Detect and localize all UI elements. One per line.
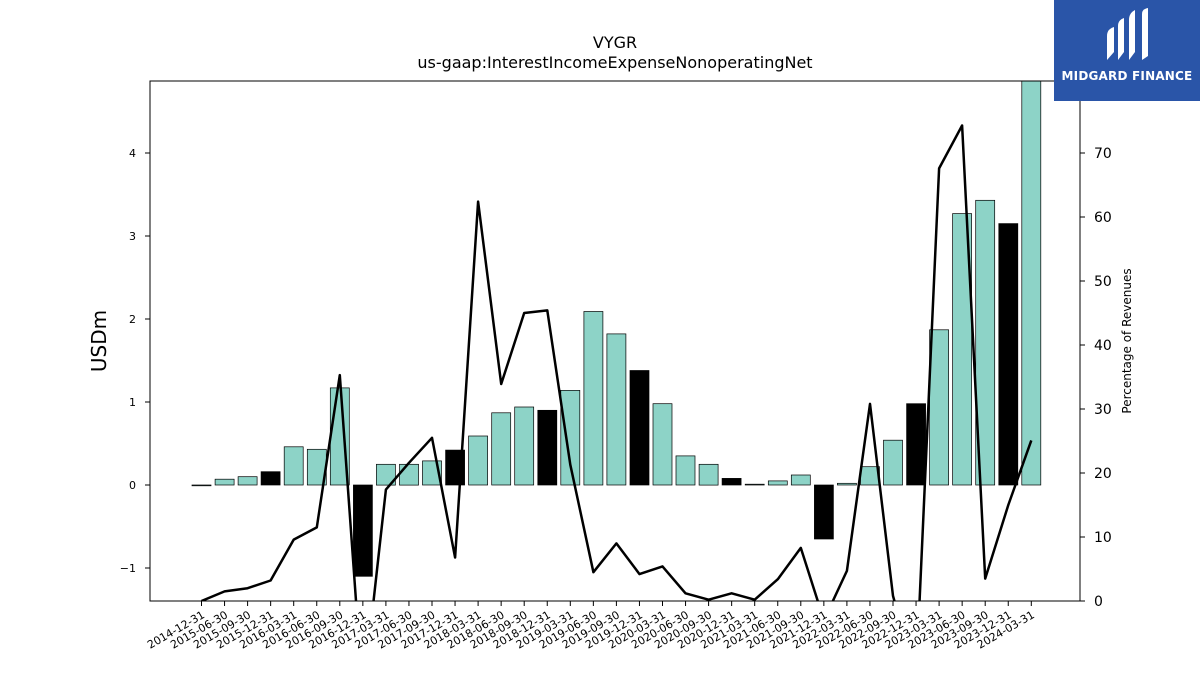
bar-2017-03-31 — [376, 463, 396, 486]
bar-2016-12-31 — [353, 484, 373, 577]
bar-2018-12-31 — [537, 409, 558, 486]
bar-2020-06-30 — [675, 455, 696, 486]
y2-tick-label: 60 — [1094, 210, 1112, 226]
y-tick-label: 2 — [129, 313, 136, 326]
y-tick-label: 0 — [129, 479, 136, 492]
bar-2020-03-31 — [652, 403, 673, 486]
y-axis-left: −1 0 1 2 3 4 — [120, 147, 150, 575]
y2-tick-label: 40 — [1094, 338, 1112, 354]
bar-2015-06-30 — [214, 478, 235, 486]
bar-2018-06-30 — [491, 412, 512, 486]
chart-subtitle: us-gaap:InterestIncomeExpenseNonoperatin… — [417, 53, 812, 72]
bar-2019-09-30 — [606, 333, 627, 486]
bar-2015-09-30 — [237, 476, 258, 486]
bar-2024-03-31 — [1021, 81, 1042, 486]
bar-2017-06-30 — [399, 463, 419, 486]
bar-2016-03-31 — [283, 446, 304, 486]
brand-name: MIDGARD FINANCE — [1061, 69, 1193, 83]
y-axis-right: 0 10 20 30 40 50 60 70 — [1080, 146, 1112, 610]
y-tick-label: 1 — [129, 396, 136, 409]
y2-tick-label: 0 — [1094, 594, 1103, 610]
bar-2021-03-31 — [744, 483, 765, 486]
bar-2019-12-31 — [629, 370, 650, 486]
y2-tick-label: 30 — [1094, 402, 1112, 418]
bar-2022-03-31 — [837, 482, 857, 486]
y2-tick-label: 10 — [1094, 530, 1112, 546]
bar-2023-12-31 — [998, 223, 1019, 486]
bar-2021-09-30 — [790, 474, 811, 486]
bar-2020-09-30 — [698, 463, 719, 486]
y2-tick-label: 50 — [1094, 274, 1112, 290]
plot-frame — [149, 80, 1081, 602]
bar-2015-12-31 — [260, 471, 281, 486]
bar-2019-03-31 — [560, 390, 581, 486]
y-tick-label: 4 — [129, 147, 136, 160]
bar-2023-06-30 — [952, 213, 972, 486]
line-group — [201, 124, 1033, 601]
bar-2018-09-30 — [514, 406, 535, 486]
y-tick-label: 3 — [129, 230, 136, 243]
bar-2019-06-30 — [583, 311, 604, 486]
x-axis: 2014-12-312015-06-302015-09-302015-12-31… — [145, 601, 1037, 652]
bars-group — [191, 81, 1042, 577]
midgard-logo-icon — [1107, 8, 1148, 60]
bar-2021-12-31 — [814, 484, 834, 540]
bar-2021-06-30 — [767, 480, 788, 486]
bar-2023-09-30 — [975, 199, 996, 486]
bar-2022-09-30 — [883, 439, 903, 486]
bar-2014-12-31 — [191, 484, 212, 487]
chart-title: VYGR — [593, 33, 637, 52]
bar-2023-03-31 — [929, 329, 949, 486]
y2-tick-label: 20 — [1094, 466, 1112, 482]
bar-2018-03-31 — [468, 435, 488, 486]
bar-2022-12-31 — [906, 403, 926, 486]
revenue-percentage-line — [201, 124, 1033, 601]
y2-axis-label: Percentage of Revenues — [1120, 268, 1134, 413]
y-tick-label: −1 — [120, 562, 136, 575]
y-axis-label: USDm — [87, 310, 111, 372]
bar-2020-12-31 — [721, 478, 742, 486]
y2-tick-label: 70 — [1094, 146, 1112, 162]
brand-logo: MIDGARD FINANCE — [1054, 0, 1200, 101]
